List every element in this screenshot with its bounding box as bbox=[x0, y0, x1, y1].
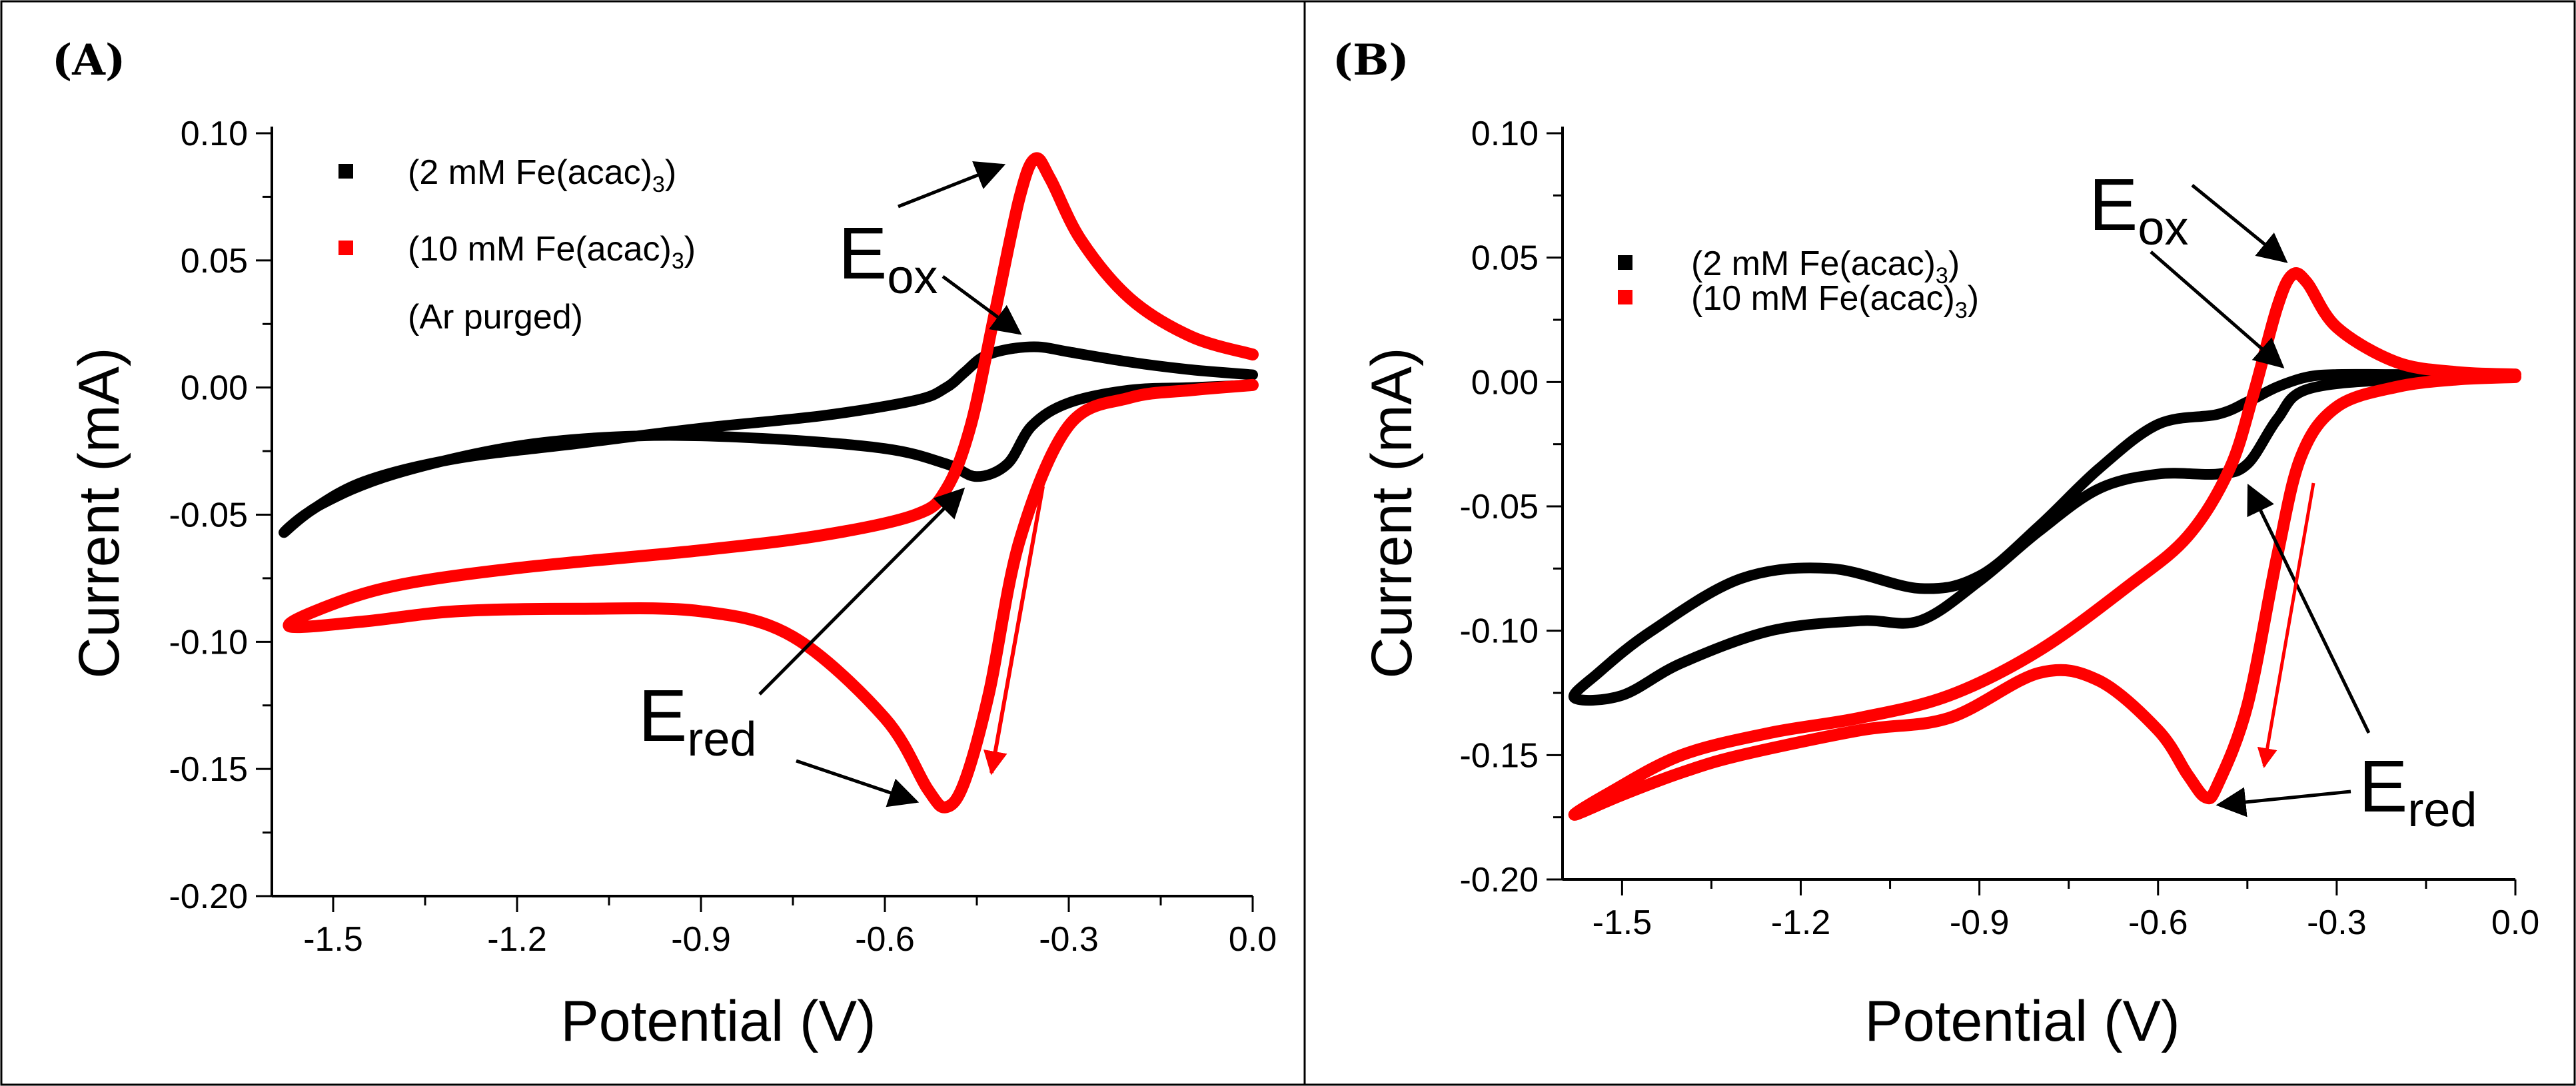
panel-b-annotation-eox: Eox bbox=[2089, 164, 2288, 368]
panel-a-eox-label: Eox bbox=[838, 213, 938, 304]
panel-b-eox-arrow-1 bbox=[2191, 184, 2288, 263]
panel-a-legend-note: (Ar purged) bbox=[408, 298, 583, 336]
panel-b-ytick-6: -0.20 bbox=[1459, 861, 1539, 899]
panel-b-legend: (2 mM Fe(acac)3) (10 mM Fe(acac)3) bbox=[1618, 245, 1979, 323]
panel-b-annotation-ered: Ered bbox=[2216, 483, 2477, 837]
panel-b-xlabel: Potential (V) bbox=[1864, 989, 2180, 1053]
panel-b-xtick-2: -0.9 bbox=[1950, 903, 2010, 942]
panel-b-ytick-5: -0.15 bbox=[1459, 736, 1539, 775]
panel-b-legend-swatch-1 bbox=[1618, 290, 1632, 304]
panel-a-xtick-1: -1.2 bbox=[487, 920, 547, 959]
panel-b-xtick-3: -0.6 bbox=[2128, 903, 2188, 942]
panel-b-ytick-1: 0.05 bbox=[1471, 239, 1539, 278]
panel-a-ytick-4: -0.10 bbox=[169, 623, 248, 662]
panel-a-annotation-eox: Eox bbox=[838, 161, 1022, 335]
panel-b-ytick-3: -0.05 bbox=[1459, 488, 1539, 526]
panel-a-ered-arrow-1 bbox=[758, 487, 966, 696]
panel-a-xtick-5: 0.0 bbox=[1229, 920, 1277, 959]
panel-a: (A) 0.10 0.05 0.00 -0.05 -0.10 -0.15 -0.… bbox=[52, 35, 1277, 1053]
panel-a-scan-direction-arrow bbox=[983, 486, 1045, 776]
panel-a-ytick-3: -0.05 bbox=[169, 496, 248, 535]
panel-b-xtick-4: -0.3 bbox=[2307, 903, 2367, 942]
panel-b-eox-label: Eox bbox=[2089, 164, 2188, 255]
panel-b-scan-direction-arrow bbox=[2257, 482, 2315, 768]
panel-b-ered-label: Ered bbox=[2359, 746, 2477, 837]
panel-a-legend-swatch-1 bbox=[338, 241, 353, 255]
panel-a-ytick-1: 0.05 bbox=[181, 242, 248, 280]
panel-b-label: (B) bbox=[1333, 35, 1409, 85]
panel-b-ytick-0: 0.10 bbox=[1471, 115, 1539, 153]
panel-b-ered-arrow-2 bbox=[2216, 787, 2351, 817]
panel-a-ytick-5: -0.15 bbox=[169, 750, 248, 789]
panel-a-xtick-2: -0.9 bbox=[671, 920, 731, 959]
panel-a-xtick-labels: -1.5 -1.2 -0.9 -0.6 -0.3 0.0 bbox=[303, 920, 1277, 959]
panel-a-ytick-0: 0.10 bbox=[181, 115, 248, 153]
panel-a-ytick-labels: 0.10 0.05 0.00 -0.05 -0.10 -0.15 -0.20 bbox=[169, 115, 248, 916]
panel-a-axes bbox=[256, 127, 1254, 912]
panel-b-ytick-4: -0.10 bbox=[1459, 612, 1539, 651]
panel-b-xtick-0: -1.5 bbox=[1593, 903, 1652, 942]
panel-b-ered-arrow-1 bbox=[2247, 483, 2371, 734]
panel-b-series-1-line bbox=[1568, 267, 2521, 821]
panel-a-ytick-2: 0.00 bbox=[181, 369, 248, 408]
panel-a-annotation-ered: Ered bbox=[638, 487, 966, 808]
panel-a-xtick-3: -0.6 bbox=[855, 920, 915, 959]
panel-a-xtick-0: -1.5 bbox=[303, 920, 363, 959]
panel-b-legend-label-0: (2 mM Fe(acac)3) bbox=[1691, 245, 1960, 288]
panel-a-eox-arrow-1 bbox=[898, 161, 1006, 209]
panel-b-ylabel: Current (mA) bbox=[1360, 348, 1424, 679]
panel-a-legend-label-0: (2 mM Fe(acac)3) bbox=[408, 153, 676, 197]
panel-b-xtick-5: 0.0 bbox=[2491, 903, 2539, 942]
panel-a-ytick-6: -0.20 bbox=[169, 877, 248, 916]
panel-a-legend-label-1: (10 mM Fe(acac)3) bbox=[408, 230, 696, 274]
panel-a-ered-arrow-2 bbox=[796, 759, 920, 808]
panel-b-eox-arrow-2 bbox=[2150, 251, 2285, 368]
panel-a-xlabel: Potential (V) bbox=[560, 989, 876, 1053]
panel-a-ered-label: Ered bbox=[638, 675, 756, 766]
panel-a-legend: (2 mM Fe(acac)3) (10 mM Fe(acac)3) (Ar p… bbox=[338, 153, 696, 336]
panel-b-legend-label-1: (10 mM Fe(acac)3) bbox=[1691, 279, 1979, 323]
panel-a-legend-swatch-0 bbox=[338, 164, 353, 179]
panel-b-xtick-1: -1.2 bbox=[1771, 903, 1831, 942]
panel-b-legend-swatch-0 bbox=[1618, 255, 1632, 270]
panel-a-label: (A) bbox=[52, 35, 125, 85]
panel-a-ylabel: Current (mA) bbox=[67, 348, 131, 679]
panel-a-eox-arrow-2 bbox=[942, 274, 1022, 335]
panel-b-xtick-labels: -1.5 -1.2 -0.9 -0.6 -0.3 0.0 bbox=[1593, 903, 2540, 942]
panel-b-axes bbox=[1547, 127, 2517, 895]
panel-b-ytick-labels: 0.10 0.05 0.00 -0.05 -0.10 -0.15 -0.20 bbox=[1459, 115, 1539, 899]
panel-a-xtick-4: -0.3 bbox=[1039, 920, 1099, 959]
panel-b-ytick-2: 0.00 bbox=[1471, 363, 1539, 402]
panel-b: (B) 0.10 0.05 0.00 -0.05 -0.10 -0.15 -0.… bbox=[1333, 35, 2539, 1053]
panel-a-series-1-line bbox=[283, 152, 1259, 814]
panel-a-series-0-line bbox=[279, 341, 1258, 538]
